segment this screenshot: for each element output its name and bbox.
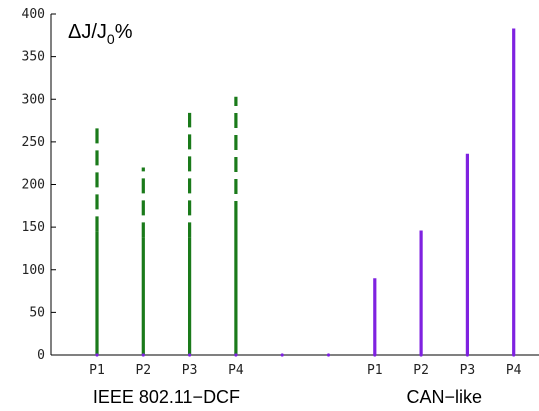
y-tick-label: 100 [22, 263, 45, 278]
group-label: IEEE 802.11−DCF [93, 387, 240, 407]
x-tick-label: P1 [367, 363, 383, 378]
x-tick-label: P3 [460, 363, 476, 378]
group-labels: IEEE 802.11−DCF CAN−like [93, 387, 482, 407]
baseline-marker [141, 353, 145, 357]
x-tick-label: P2 [135, 363, 151, 378]
baseline-marker [465, 353, 469, 357]
x-tick-label: P1 [89, 363, 105, 378]
bars [95, 28, 516, 357]
baseline-marker [280, 353, 284, 357]
baseline-marker [512, 353, 516, 357]
baseline-marker [373, 353, 377, 357]
x-tick-label: P4 [228, 363, 244, 378]
y-ticks: 0 50 100 150 200 250 300 350 400 [22, 7, 56, 363]
y-axis-label: ΔJ/J0% [68, 21, 133, 47]
y-tick-label: 400 [22, 7, 45, 22]
x-tick-label: P4 [506, 363, 522, 378]
baseline-marker [234, 353, 238, 357]
baseline-marker [419, 353, 423, 357]
y-tick-label: 50 [29, 305, 45, 320]
y-tick-label: 0 [37, 348, 45, 363]
group-label: CAN−like [406, 387, 482, 407]
y-tick-label: 300 [22, 92, 45, 107]
y-tick-label: 250 [22, 135, 45, 150]
x-tick-label: P3 [182, 363, 198, 378]
baseline-marker [188, 353, 192, 357]
baseline-marker [95, 353, 99, 357]
x-tick-labels: P1 P2 P3 P4 P1 P2 P3 P4 [89, 363, 522, 378]
y-tick-label: 350 [22, 50, 45, 65]
y-tick-label: 200 [22, 178, 45, 193]
x-tick-label: P2 [413, 363, 429, 378]
y-tick-label: 150 [22, 220, 45, 235]
baseline-marker [326, 353, 331, 357]
